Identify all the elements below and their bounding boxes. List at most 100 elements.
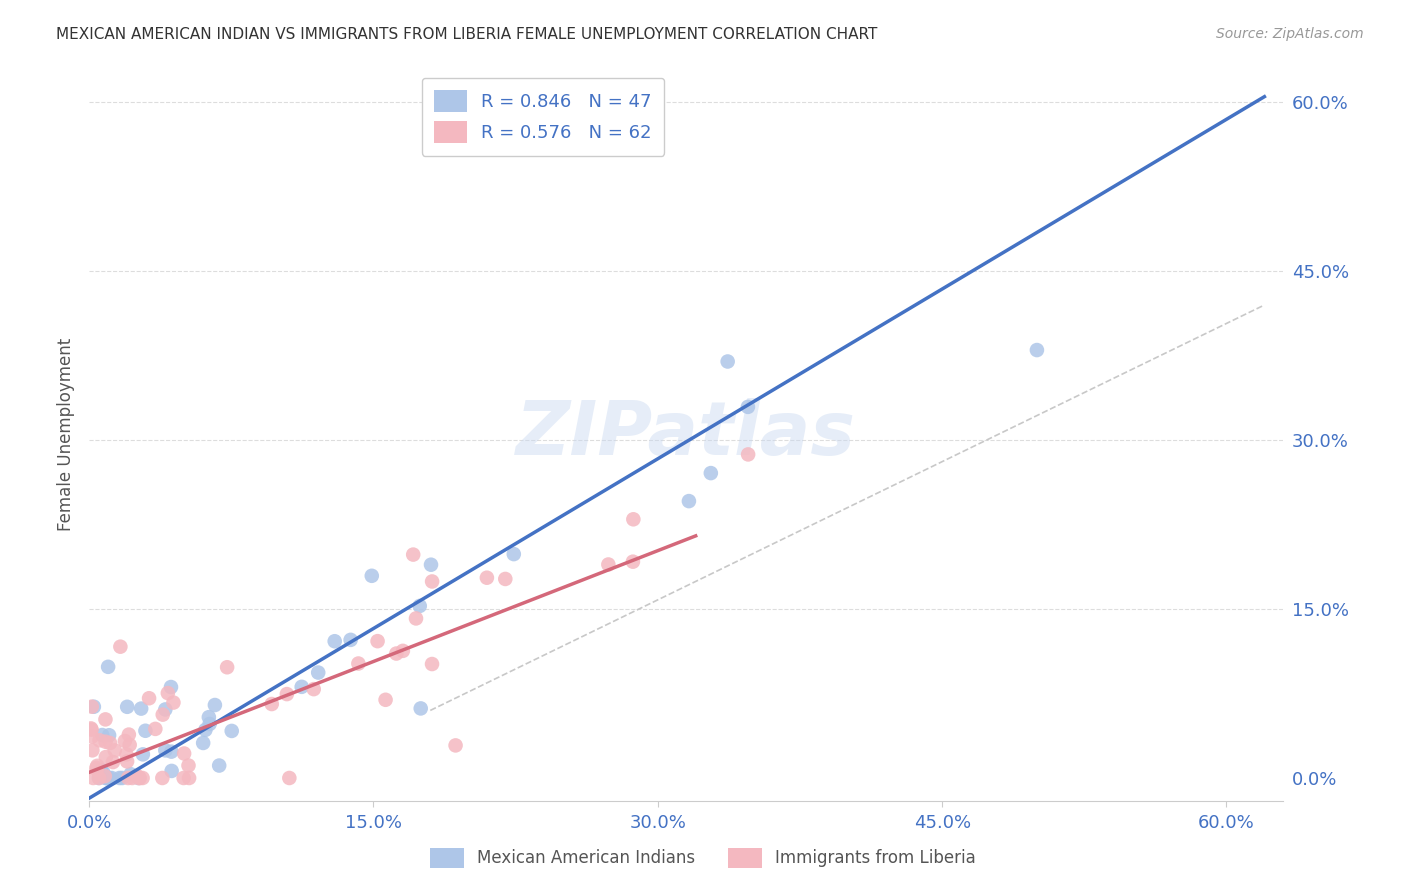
Point bbox=[260, 697, 283, 711]
Point bbox=[494, 572, 516, 586]
Point bbox=[155, 702, 177, 716]
Point bbox=[97, 660, 120, 674]
Point bbox=[132, 747, 155, 762]
Point bbox=[402, 548, 425, 562]
Point bbox=[127, 769, 149, 783]
Point bbox=[91, 728, 114, 742]
Point bbox=[191, 736, 214, 750]
Point bbox=[198, 710, 221, 724]
Point bbox=[118, 728, 141, 742]
Point bbox=[177, 758, 200, 772]
Point bbox=[98, 771, 121, 785]
Point bbox=[621, 512, 644, 526]
Point bbox=[502, 547, 524, 561]
Point bbox=[86, 761, 108, 775]
Point bbox=[173, 771, 195, 785]
Point bbox=[156, 686, 179, 700]
Point bbox=[83, 699, 105, 714]
Point bbox=[114, 734, 136, 748]
Point bbox=[118, 738, 141, 752]
Point bbox=[94, 771, 117, 785]
Point bbox=[420, 558, 443, 572]
Point bbox=[82, 771, 104, 785]
Point bbox=[208, 758, 231, 772]
Point bbox=[87, 771, 110, 785]
Point bbox=[104, 743, 127, 757]
Point bbox=[110, 640, 132, 654]
Point bbox=[221, 723, 243, 738]
Point bbox=[80, 699, 103, 714]
Text: Source: ZipAtlas.com: Source: ZipAtlas.com bbox=[1216, 27, 1364, 41]
Legend: R = 0.846   N = 47, R = 0.576   N = 62: R = 0.846 N = 47, R = 0.576 N = 62 bbox=[422, 78, 664, 156]
Point bbox=[128, 771, 150, 785]
Point bbox=[129, 701, 152, 715]
Point bbox=[93, 765, 115, 780]
Point bbox=[127, 771, 149, 785]
Point bbox=[475, 571, 498, 585]
Point bbox=[160, 745, 183, 759]
Point bbox=[96, 771, 118, 785]
Point bbox=[160, 680, 183, 694]
Point bbox=[96, 771, 118, 785]
Point bbox=[678, 494, 700, 508]
Point bbox=[128, 771, 150, 785]
Point bbox=[120, 767, 142, 781]
Point bbox=[737, 447, 759, 461]
Point bbox=[444, 739, 467, 753]
Point bbox=[420, 657, 443, 671]
Point bbox=[98, 728, 121, 742]
Point bbox=[134, 723, 156, 738]
Text: MEXICAN AMERICAN INDIAN VS IMMIGRANTS FROM LIBERIA FEMALE UNEMPLOYMENT CORRELATI: MEXICAN AMERICAN INDIAN VS IMMIGRANTS FR… bbox=[56, 27, 877, 42]
Point bbox=[409, 599, 432, 613]
Point bbox=[150, 771, 173, 785]
Point bbox=[152, 707, 174, 722]
Point bbox=[121, 771, 143, 785]
Point bbox=[101, 755, 124, 769]
Point bbox=[374, 693, 396, 707]
Point bbox=[115, 699, 138, 714]
Point bbox=[409, 701, 432, 715]
Point bbox=[1025, 343, 1047, 357]
Point bbox=[155, 743, 177, 757]
Point bbox=[80, 723, 103, 737]
Point bbox=[108, 771, 131, 785]
Point bbox=[90, 763, 112, 777]
Y-axis label: Female Unemployment: Female Unemployment bbox=[58, 338, 75, 531]
Point bbox=[162, 696, 184, 710]
Point bbox=[621, 555, 644, 569]
Point bbox=[94, 750, 117, 764]
Point bbox=[160, 764, 183, 778]
Point bbox=[194, 723, 217, 737]
Point bbox=[385, 647, 408, 661]
Point bbox=[111, 771, 134, 785]
Point bbox=[420, 574, 443, 589]
Point bbox=[115, 755, 138, 769]
Point bbox=[276, 687, 298, 701]
Point bbox=[278, 771, 301, 785]
Point bbox=[131, 771, 153, 785]
Point bbox=[217, 660, 239, 674]
Point bbox=[98, 736, 121, 750]
Legend: Mexican American Indians, Immigrants from Liberia: Mexican American Indians, Immigrants fro… bbox=[423, 841, 983, 875]
Point bbox=[360, 569, 382, 583]
Point bbox=[598, 558, 620, 572]
Point bbox=[94, 769, 117, 783]
Point bbox=[80, 722, 103, 736]
Point bbox=[302, 682, 325, 697]
Point bbox=[717, 354, 740, 368]
Point bbox=[367, 634, 389, 648]
Point bbox=[177, 771, 200, 785]
Point bbox=[86, 759, 108, 773]
Point bbox=[307, 665, 329, 680]
Point bbox=[94, 712, 117, 726]
Point bbox=[204, 698, 226, 712]
Point bbox=[89, 733, 111, 747]
Point bbox=[143, 722, 166, 736]
Point bbox=[737, 400, 759, 414]
Point bbox=[339, 632, 361, 647]
Point bbox=[117, 771, 139, 785]
Point bbox=[198, 717, 221, 731]
Point bbox=[138, 691, 160, 706]
Point bbox=[323, 634, 346, 648]
Point bbox=[82, 743, 104, 757]
